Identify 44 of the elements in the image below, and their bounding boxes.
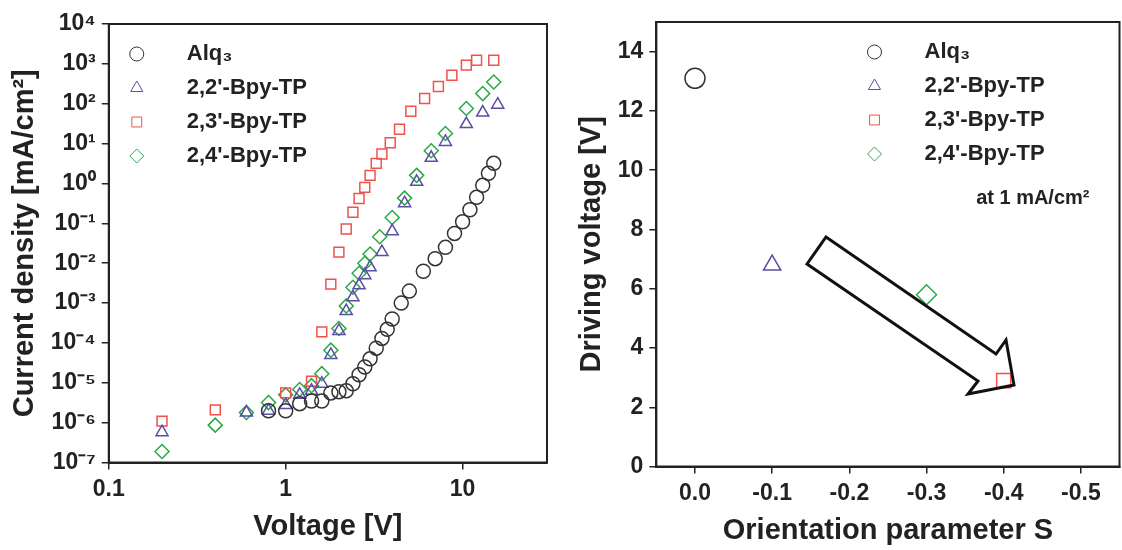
y-tick-label: 10⁻³	[54, 288, 97, 315]
y-tick-label: 10⁻⁵	[51, 368, 96, 395]
y-tick-label: 10⁻⁷	[52, 447, 96, 474]
x-axis-title: Orientation parameter S	[722, 512, 1054, 545]
y-tick-label: 4	[630, 333, 644, 360]
x-tick-label: -0.1	[752, 478, 793, 505]
y-tick-label: 10²	[62, 89, 97, 116]
y-tick-label: 2	[630, 392, 644, 419]
y-tick-label: 10⁰	[62, 168, 97, 195]
point	[684, 67, 706, 90]
y-axis-title: Current density [mA/cm²]	[7, 69, 40, 418]
y-tick-label: 0	[630, 451, 644, 478]
y-tick-label: 10¹	[62, 128, 96, 155]
y-tick-label: 6	[630, 274, 644, 301]
y-tick-label: 10	[617, 155, 644, 182]
legend-label: 2,2'-Bpy-TP	[924, 72, 1045, 98]
y-tick-label: 10⁻⁴	[50, 328, 96, 355]
point	[915, 283, 938, 306]
y-tick-label: 8	[630, 214, 644, 241]
legend-label: Alq₃	[186, 40, 233, 66]
y-tick-label: 12	[617, 96, 644, 123]
x-tick-label: -0.2	[829, 478, 870, 505]
y-axis-title: Driving voltage [V]	[574, 116, 607, 373]
y-tick-label: 10⁴	[58, 9, 96, 36]
annotation: at 1 mA/cm²	[976, 185, 1090, 208]
x-axis-title: Voltage [V]	[253, 508, 403, 541]
y-tick-label: 14	[617, 36, 644, 63]
legend-label: 2,3'-Bpy-TP	[186, 108, 307, 134]
legend-label: 2,4'-Bpy-TP	[186, 142, 307, 168]
x-tick-label: 1	[279, 474, 293, 501]
y-tick-label: 10⁻¹	[54, 208, 96, 235]
legend-label: 2,4'-Bpy-TP	[924, 140, 1045, 166]
legend-label: 2,2'-Bpy-TP	[186, 74, 307, 100]
x-tick-label: -0.5	[1061, 478, 1101, 505]
legend-label: 2,3'-Bpy-TP	[924, 106, 1045, 132]
x-tick-label: -0.4	[983, 478, 1024, 505]
x-tick-label: 0.0	[678, 478, 711, 505]
y-tick-label: 10⁻²	[54, 248, 97, 275]
x-tick-label: 10	[449, 474, 476, 501]
y-tick-label: 10⁻⁶	[51, 408, 96, 435]
legend-label: Alq₃	[924, 38, 971, 64]
y-tick-label: 10³	[62, 49, 97, 76]
x-tick-label: -0.3	[906, 478, 947, 505]
x-tick-label: 0.1	[92, 474, 125, 501]
